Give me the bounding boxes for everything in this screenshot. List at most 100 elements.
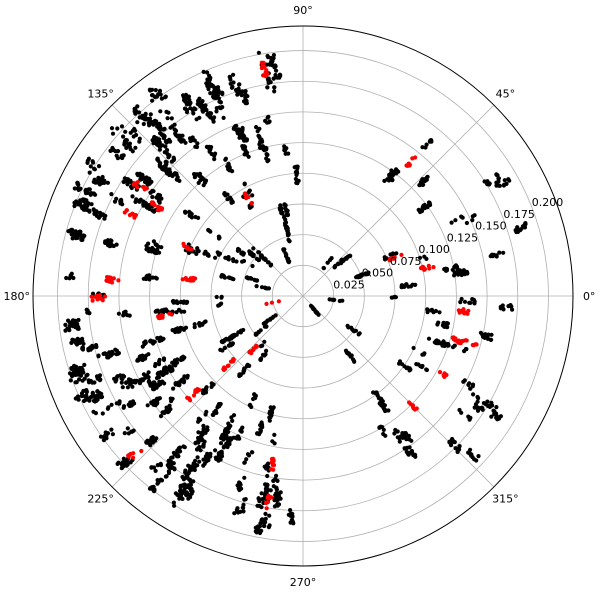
data-point-black	[273, 72, 278, 78]
data-point-red	[189, 247, 194, 252]
data-point-black	[96, 376, 101, 381]
data-point-black	[284, 252, 289, 257]
data-point-black	[67, 371, 73, 376]
data-point-black	[287, 259, 292, 264]
data-point-black	[195, 455, 200, 460]
data-point-black	[114, 196, 119, 201]
data-point-black	[390, 178, 395, 183]
data-point-black	[75, 395, 80, 400]
data-point-black	[476, 454, 481, 459]
data-point-black	[193, 144, 198, 149]
data-point-black	[237, 436, 242, 441]
data-point-black	[221, 437, 226, 442]
data-point-black	[169, 365, 174, 370]
data-point-black	[99, 395, 104, 400]
data-point-black	[268, 61, 273, 66]
data-point-black	[279, 210, 284, 216]
data-point-black	[162, 150, 167, 155]
data-point-black	[194, 447, 200, 452]
data-point-black	[273, 313, 278, 318]
data-point-black	[472, 300, 477, 305]
data-point-black	[106, 354, 111, 359]
data-point-black	[452, 270, 457, 275]
data-point-black	[470, 297, 475, 302]
data-point-black	[78, 338, 83, 343]
data-point-red	[392, 255, 397, 260]
data-point-black	[252, 395, 258, 401]
data-point-black	[381, 404, 386, 409]
data-point-black	[249, 404, 254, 410]
data-point-red	[103, 294, 108, 299]
data-point-black	[450, 436, 455, 442]
data-point-black	[201, 442, 206, 447]
data-point-black	[156, 199, 162, 204]
data-point-black	[158, 109, 163, 114]
data-point-black	[235, 92, 240, 97]
data-point-black	[175, 449, 180, 454]
data-point-black	[184, 110, 190, 115]
data-point-black	[114, 153, 119, 158]
data-point-black	[240, 127, 245, 132]
data-point-black	[109, 427, 114, 432]
data-point-black	[255, 503, 260, 508]
data-point-black	[258, 344, 263, 349]
data-point-black	[137, 110, 142, 115]
data-point-black	[118, 201, 123, 206]
data-point-black	[204, 144, 209, 149]
data-point-red	[156, 204, 161, 209]
data-point-black	[155, 481, 160, 486]
data-point-black	[152, 387, 157, 392]
data-point-black	[501, 250, 506, 255]
data-point-black	[235, 483, 240, 488]
data-point-black	[76, 201, 81, 206]
data-point-black	[83, 397, 89, 402]
data-point-red	[418, 266, 424, 271]
data-point-black	[472, 213, 477, 218]
data-point-black	[349, 325, 354, 330]
data-point-black	[223, 444, 228, 449]
data-point-red	[97, 293, 102, 298]
data-point-black	[502, 182, 507, 187]
data-point-black	[395, 429, 400, 434]
data-point-black	[255, 431, 260, 436]
data-point-black	[108, 148, 113, 153]
data-point-black	[150, 194, 155, 200]
data-point-black	[172, 503, 177, 508]
data-point-black	[198, 434, 204, 439]
polar-frame	[32, 25, 574, 567]
data-point-black	[192, 106, 197, 111]
data-point-black	[148, 112, 153, 117]
data-point-red	[181, 241, 186, 246]
data-point-black	[195, 463, 200, 468]
data-point-black	[125, 385, 130, 390]
data-point-black	[266, 78, 271, 83]
data-point-black	[68, 378, 73, 383]
data-point-black	[85, 207, 90, 212]
data-point-black	[494, 172, 499, 177]
data-point-black	[248, 205, 253, 210]
data-point-black	[377, 425, 382, 430]
data-point-black	[149, 249, 154, 254]
data-point-black	[182, 98, 187, 103]
data-point-black	[203, 455, 209, 460]
data-point-black	[157, 147, 162, 152]
data-point-black	[427, 200, 432, 205]
data-point-black	[141, 199, 146, 204]
data-point-black	[487, 404, 492, 409]
data-point-black	[85, 158, 90, 163]
data-point-black	[254, 530, 259, 535]
data-point-black	[231, 72, 236, 77]
data-point-black	[73, 372, 78, 377]
data-point-red	[124, 208, 129, 213]
data-point-black	[191, 111, 196, 116]
data-point-red	[422, 267, 427, 272]
data-point-black	[173, 491, 178, 496]
data-point-black	[163, 94, 168, 99]
data-point-black	[98, 214, 103, 219]
data-point-black	[180, 489, 185, 494]
data-point-black	[158, 92, 163, 97]
data-point-black	[236, 330, 241, 335]
data-point-black	[110, 131, 116, 136]
data-point-black	[214, 109, 219, 114]
data-point-red	[139, 448, 144, 454]
